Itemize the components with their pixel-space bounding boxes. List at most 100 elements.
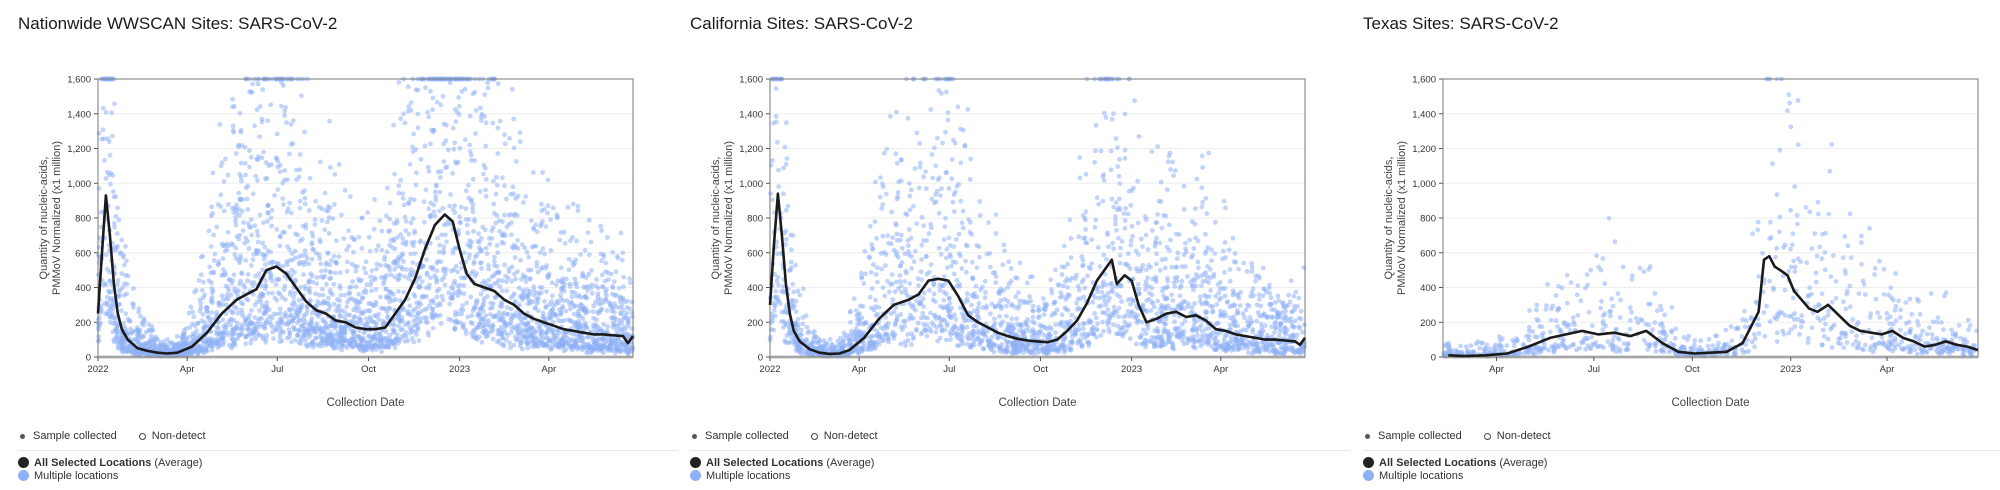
scatter-point [894,279,899,285]
scatter-point [499,239,505,245]
scatter-point [290,141,296,146]
scatter-point [164,344,169,350]
scatter-point [358,316,363,322]
scatter-point [313,335,319,341]
scatter-point [775,274,781,280]
scatter-point [571,343,577,349]
scatter-point [349,343,354,349]
scatter-point [263,283,268,288]
scatter-point [342,188,348,193]
scatter-point [467,238,473,243]
scatter-point [939,186,944,192]
scatter-point [108,181,113,187]
scatter-point [907,193,913,199]
scatter-point [336,254,342,259]
scatter-point [933,329,939,335]
scatter-point [1159,303,1164,308]
scatter-point [899,157,904,163]
scatter-point [373,329,379,335]
scatter-point [400,326,405,332]
scatter-point [414,170,419,176]
scatter-point [548,217,553,223]
scatter-point [289,267,295,273]
scatter-point [560,285,566,290]
scatter-point [472,304,478,310]
scatter-point [229,343,235,349]
scatter-point [475,239,481,244]
scatter-point [1002,248,1007,254]
scatter-point [550,343,556,348]
scatter-point [387,242,392,248]
scatter-point [105,136,110,142]
scatter-point [1209,247,1214,253]
scatter-point [527,299,533,304]
scatter-point [238,253,243,259]
scatter-point [515,246,521,251]
scatter-point [263,320,269,326]
scatter-point [418,301,424,307]
scatter-point [233,207,239,213]
scatter-point [510,293,516,299]
scatter-point [461,283,467,288]
scatter-point [96,327,101,332]
scatter-point [494,243,500,248]
scatter-point [426,114,432,120]
scatter-point [1079,254,1085,259]
scatter-point [441,159,447,165]
scatter-point [257,134,262,140]
scatter-point [251,252,257,257]
scatter-point [615,346,620,351]
scatter-point [467,113,473,119]
scatter-point [436,286,442,292]
scatter-point [497,303,503,309]
scatter-point [138,349,144,355]
scatter-point [369,268,375,274]
scatter-point [548,248,554,253]
scatter-point [422,219,427,225]
scatter-point [392,345,398,350]
scatter-point [628,345,633,351]
scatter-point [1201,336,1206,342]
legend-average[interactable]: All Selected Locations (Average) [18,456,678,469]
scatter-point [114,336,120,341]
scatter-point [468,271,474,277]
scatter-point [439,293,445,299]
scatter-point [365,320,371,325]
scatter-point [478,236,484,241]
scatter-point [107,320,113,325]
scatter-point [450,247,456,253]
scatter-point [1230,235,1236,241]
legend-non-detect[interactable]: Non-detect [138,430,206,442]
scatter-point [242,144,248,150]
scatter-point [447,80,453,86]
scatter-point [265,290,271,296]
scatter-point [292,337,298,343]
scatter-point [197,308,203,314]
scatter-point [941,274,947,280]
scatter-point [314,303,320,308]
scatter-point [302,248,308,254]
scatter-point [403,242,409,248]
scatter-point [455,293,461,299]
scatter-point [247,148,252,153]
scatter-point [107,152,113,158]
scatter-point [413,182,419,188]
scatter-point [536,291,542,297]
scatter-point [230,96,235,102]
scatter-point [1159,257,1165,263]
scatter-point [629,326,635,331]
scatter-point [954,277,960,283]
scatter-point [231,129,237,135]
scatter-point [218,335,224,341]
scatter-point [611,320,616,325]
scatter-point [827,336,833,342]
scatter-point [255,157,261,163]
legend-sample-collected[interactable]: Sample collected [18,430,117,442]
scatter-point [533,222,539,228]
scatter-point [791,289,797,295]
legend-multiple-locations[interactable]: Multiple locations [18,469,678,482]
scatter-point [549,280,555,286]
scatter-point [540,310,546,316]
scatter-point [1116,314,1122,320]
scatter-point [287,313,293,319]
